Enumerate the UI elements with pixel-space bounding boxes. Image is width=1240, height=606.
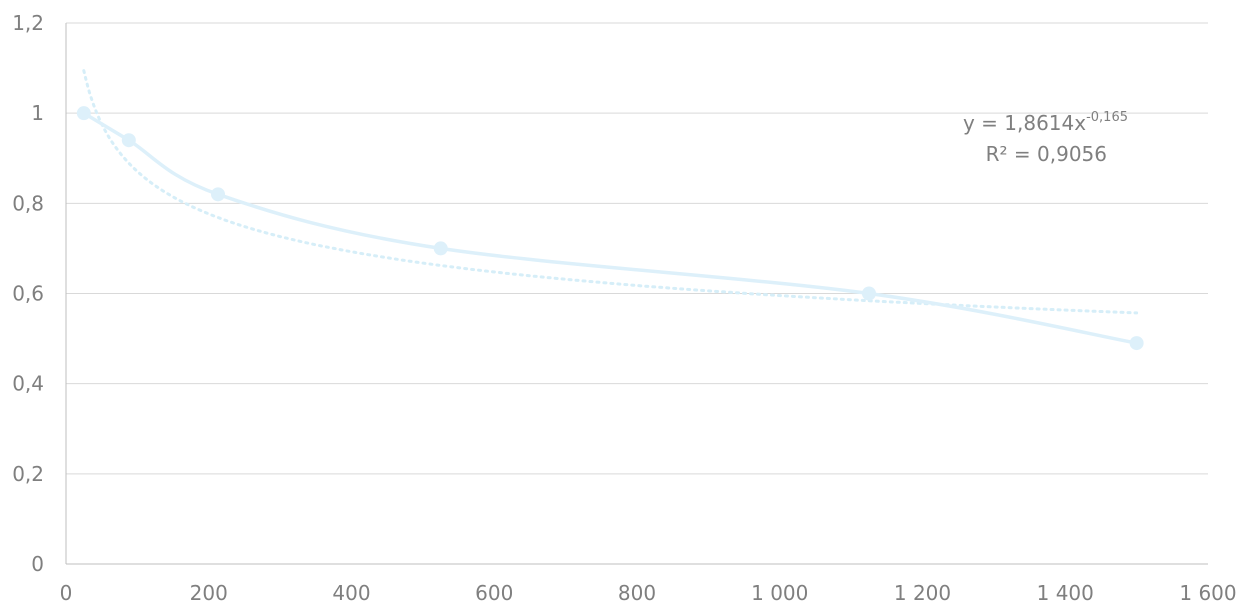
series-line-0 xyxy=(82,111,1139,345)
y-tick-label-4: 0,8 xyxy=(12,191,44,215)
axes xyxy=(65,23,1208,565)
x-tick-label-4: 800 xyxy=(618,581,656,605)
data-point-1 xyxy=(121,133,136,148)
series-group xyxy=(82,111,1139,345)
x-tick-label-7: 1 400 xyxy=(1037,581,1094,605)
data-point-0 xyxy=(76,106,91,121)
x-tick-label-0: 0 xyxy=(60,581,73,605)
y-tick-label-3: 0,6 xyxy=(12,282,44,306)
data-point-3 xyxy=(433,241,448,256)
tick-labels: 0 0,2 0,4 0,6 0,8 1 1,2 0 200 400 600 800 1 000 1 200… xyxy=(12,11,1236,605)
equation-exponent: -0,165 xyxy=(1086,110,1128,125)
trendline-equation: y = 1,8614x-0,165 R² = 0,9056 xyxy=(963,110,1128,166)
x-tick-label-1: 200 xyxy=(190,581,228,605)
x-tick-label-8: 1 600 xyxy=(1179,581,1236,605)
y-tick-label-0: 0 xyxy=(31,552,44,576)
y-tick-label-5: 1 xyxy=(31,101,44,125)
r-squared-text: R² = 0,9056 xyxy=(986,142,1107,166)
x-tick-label-6: 1 200 xyxy=(894,581,951,605)
y-tick-label-2: 0,4 xyxy=(12,372,44,396)
gridlines xyxy=(66,22,1208,475)
y-tick-label-6: 1,2 xyxy=(12,11,44,35)
trendline-group xyxy=(82,69,1139,315)
x-tick-label-2: 400 xyxy=(332,581,370,605)
x-tick-label-3: 600 xyxy=(475,581,513,605)
markers-group xyxy=(76,106,1144,351)
power-trendline xyxy=(82,69,1139,315)
y-tick-label-1: 0,2 xyxy=(12,462,44,486)
x-tick-label-5: 1 000 xyxy=(751,581,808,605)
data-point-4 xyxy=(861,286,876,301)
equation-main: y = 1,8614x xyxy=(963,111,1086,135)
data-point-5 xyxy=(1129,336,1144,351)
equation-text: y = 1,8614x-0,165 xyxy=(963,110,1128,135)
data-point-2 xyxy=(211,187,226,202)
